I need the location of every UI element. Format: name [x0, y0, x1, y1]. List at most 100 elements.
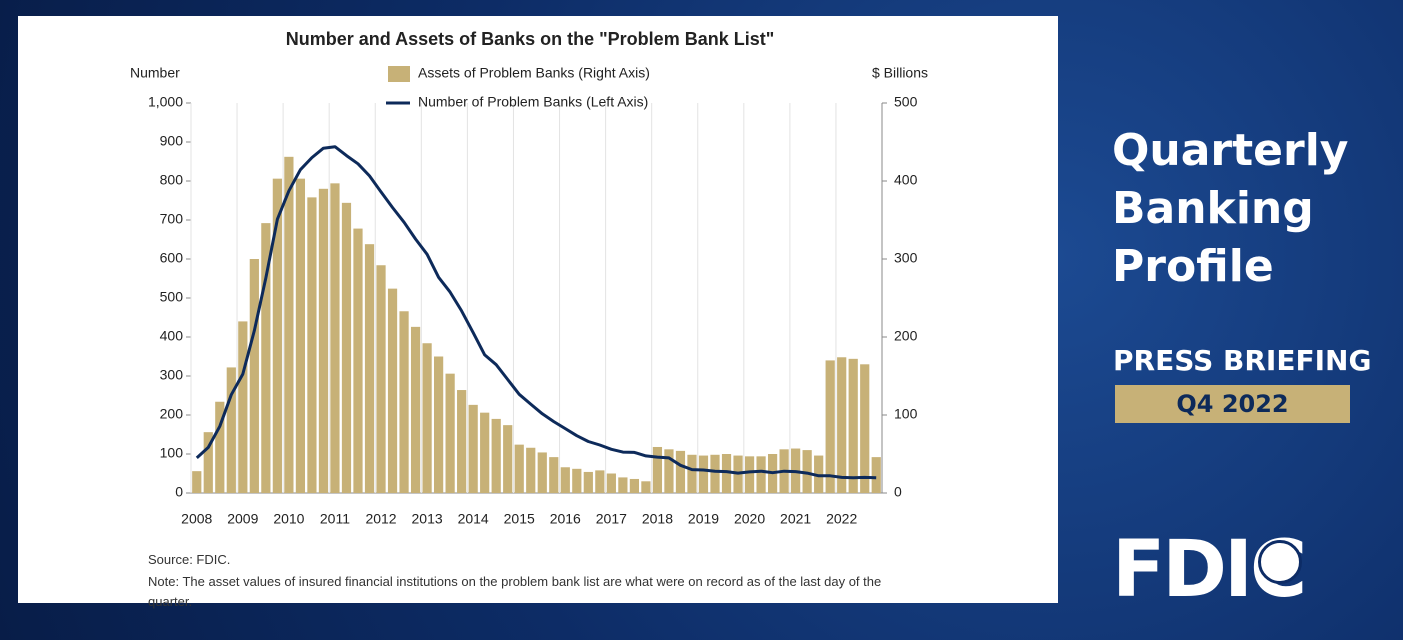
- x-tick-label: 2016: [550, 511, 581, 527]
- bar: [295, 178, 306, 493]
- y-tick-label: 700: [160, 211, 184, 227]
- bar: [756, 456, 766, 493]
- legend-swatch: [388, 66, 410, 82]
- x-tick-label: 2017: [596, 511, 627, 527]
- y-tick-label: 0: [175, 484, 183, 500]
- bar: [238, 321, 248, 493]
- x-tick-label: 2020: [734, 511, 765, 527]
- note: Note: The asset values of insured financ…: [148, 574, 882, 609]
- source: Source: FDIC.: [148, 552, 231, 567]
- bar: [526, 447, 536, 493]
- bar: [687, 454, 697, 493]
- x-tick-label: 2022: [826, 511, 857, 527]
- x-tick-label: 2010: [273, 511, 304, 527]
- bar: [410, 326, 421, 493]
- bar: [860, 364, 870, 493]
- bar: [848, 358, 858, 493]
- bar: [606, 473, 616, 493]
- y-tick-label: 1,000: [148, 94, 183, 110]
- bar: [330, 183, 340, 493]
- bar: [307, 197, 317, 493]
- period-badge: Q4 2022: [1115, 385, 1350, 423]
- logo-seal: [1258, 540, 1302, 584]
- bar: [364, 244, 375, 493]
- y2-tick-label: 400: [894, 172, 918, 188]
- x-tick-label: 2011: [320, 511, 350, 527]
- y-tick-label: 200: [160, 406, 184, 422]
- bar: [215, 401, 225, 493]
- bar: [284, 156, 294, 493]
- bar: [744, 456, 755, 493]
- bar: [837, 357, 847, 493]
- bar: [825, 360, 835, 493]
- y2-tick-label: 0: [894, 484, 902, 500]
- bar: [341, 202, 352, 493]
- line: [195, 145, 877, 480]
- bar: [387, 288, 398, 493]
- bar: [652, 446, 663, 493]
- bar: [802, 450, 812, 493]
- bar: [537, 452, 547, 493]
- y2-tick-label: 300: [894, 250, 918, 266]
- y-tick-label: 900: [160, 133, 184, 149]
- chart-title: Number and Assets of Banks on the "Probl…: [286, 29, 775, 49]
- bar: [710, 454, 720, 493]
- bar: [514, 444, 524, 493]
- x-tick-label: 2018: [642, 511, 673, 527]
- bar: [664, 449, 674, 493]
- bar: [353, 228, 363, 493]
- y-axis-label: Number: [130, 65, 180, 81]
- bar: [226, 367, 236, 493]
- x-tick-label: 2009: [227, 511, 258, 527]
- bar: [560, 467, 570, 493]
- y-tick-label: 600: [160, 250, 184, 266]
- y2-axis-label: $ Billions: [872, 65, 928, 81]
- bar: [457, 390, 467, 493]
- bar: [618, 477, 628, 493]
- x-tick-label: 2008: [181, 511, 212, 527]
- bar: [675, 450, 686, 493]
- y2-tick-label: 100: [894, 406, 918, 422]
- bar: [399, 311, 409, 493]
- bar: [491, 418, 501, 493]
- bar: [871, 457, 881, 493]
- bar: [445, 373, 455, 493]
- slide-title: Quarterly Banking Profile: [1112, 125, 1349, 292]
- x-tick-label: 2013: [412, 511, 443, 527]
- bar: [572, 468, 582, 493]
- bar: [595, 470, 605, 493]
- x-tick-label: 2021: [780, 511, 811, 527]
- bar: [503, 425, 513, 493]
- bar: [698, 455, 709, 493]
- y2-tick-label: 500: [894, 94, 918, 110]
- bar: [629, 478, 639, 493]
- bar: [583, 471, 593, 493]
- y-tick-label: 800: [160, 172, 184, 188]
- bar: [192, 471, 202, 493]
- y-tick-label: 300: [160, 367, 184, 383]
- chart-panel: Number and Assets of Banks on the "Probl…: [18, 16, 1058, 609]
- bar: [261, 223, 271, 493]
- y-tick-label: 400: [160, 328, 184, 344]
- bar: [272, 178, 282, 493]
- x-tick-label: 2012: [365, 511, 396, 527]
- chart: Number and Assets of Banks on the "Probl…: [130, 29, 928, 527]
- bar: [422, 343, 432, 493]
- y-tick-label: 500: [160, 289, 184, 305]
- x-tick-label: 2014: [458, 511, 489, 527]
- x-tick-label: 2019: [688, 511, 719, 527]
- bar: [434, 356, 444, 493]
- bar: [203, 432, 213, 493]
- slide-subtitle: PRESS BRIEFING: [1113, 344, 1372, 377]
- legend-label: Assets of Problem Banks (Right Axis): [418, 65, 650, 81]
- bar: [549, 457, 559, 493]
- bar: [318, 188, 329, 494]
- x-tick-label: 2015: [504, 511, 535, 527]
- bar: [376, 265, 386, 493]
- bar: [468, 404, 478, 493]
- y2-tick-label: 200: [894, 328, 918, 344]
- legend-label: Number of Problem Banks (Left Axis): [418, 94, 648, 110]
- y-tick-label: 100: [160, 445, 184, 461]
- bar: [641, 481, 651, 493]
